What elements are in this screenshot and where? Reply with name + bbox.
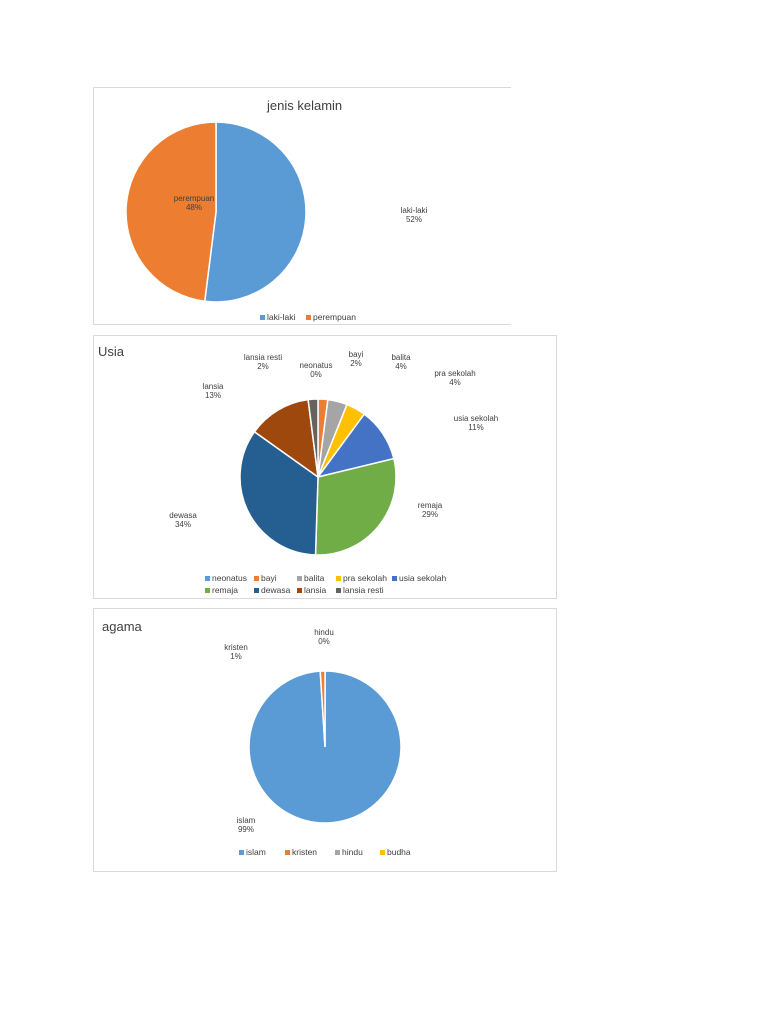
data-label-islam: islam 99% bbox=[237, 816, 256, 834]
legend-label-lansia-resti: lansia resti bbox=[343, 585, 384, 595]
legend-swatch-kristen bbox=[285, 850, 290, 855]
data-label-lansia-resti: lansia resti 2% bbox=[244, 353, 282, 371]
legend-swatch-remaja bbox=[205, 588, 210, 593]
pie-chart-age: neonatus 0% neonatus bayi 2% bayi balita 4% bali… bbox=[169, 350, 498, 595]
pie-slice-dewasa bbox=[239, 430, 319, 556]
pie-slice-kristen bbox=[319, 670, 326, 748]
chart-title: Usia bbox=[98, 344, 125, 359]
legend-swatch-laki-laki bbox=[260, 315, 265, 320]
data-label-hindu: hindu 0% bbox=[314, 628, 334, 646]
legend-label-dewasa: dewasa bbox=[261, 585, 291, 595]
data-label-neonatus: neonatus 0% bbox=[300, 361, 333, 379]
chart-title: jenis kelamin bbox=[267, 98, 343, 113]
data-label-dewasa: dewasa 34% bbox=[169, 511, 197, 529]
chart-religion: agama islam 99% islam kristen 1% kristen hindu… bbox=[93, 608, 557, 872]
data-label-kristen: kristen 1% bbox=[224, 643, 248, 661]
legend-swatch-perempuan bbox=[306, 315, 311, 320]
data-label-pra-sekolah: pra sekolah 4% bbox=[434, 369, 475, 387]
legend-label-remaja: remaja bbox=[212, 585, 238, 595]
pie-slice-laki-laki bbox=[203, 121, 307, 303]
legend-swatch-neonatus bbox=[205, 576, 210, 581]
legend-label-hindu: hindu bbox=[342, 847, 363, 857]
legend-swatch-balita bbox=[297, 576, 302, 581]
data-label-lansia: lansia 13% bbox=[203, 382, 224, 400]
pie-slice-remaja bbox=[314, 457, 397, 556]
legend-label-islam: islam bbox=[246, 847, 266, 857]
legend-swatch-budha bbox=[380, 850, 385, 855]
pie-slice-lansia bbox=[253, 398, 319, 479]
chart-gender: jenis kelamin laki-laki 52% laki-laki perem… bbox=[93, 87, 511, 325]
legend-label-balita: balita bbox=[304, 573, 325, 583]
legend-swatch-lansia bbox=[297, 588, 302, 593]
legend-swatch-lansia-resti bbox=[336, 588, 341, 593]
data-label-laki-laki: laki-laki 52% bbox=[401, 206, 428, 224]
legend-swatch-pra-sekolah bbox=[336, 576, 341, 581]
legend-label-pra-sekolah: pra sekolah bbox=[343, 573, 387, 583]
legend-swatch-bayi bbox=[254, 576, 259, 581]
pie-chart-gender: laki-laki 52% laki-laki perempuan 48% perempu… bbox=[125, 121, 428, 322]
chart-title: agama bbox=[102, 619, 142, 634]
legend-label-lansia: lansia bbox=[304, 585, 326, 595]
pie-slice-lansia-resti bbox=[307, 398, 319, 478]
legend-swatch-islam bbox=[239, 850, 244, 855]
pie-chart-religion: islam 99% islam kristen 1% kristen hindu 0% hind… bbox=[224, 628, 411, 857]
data-label-balita: balita 4% bbox=[391, 353, 411, 371]
data-label-usia-sekolah: usia sekolah 11% bbox=[454, 414, 498, 432]
legend-label-kristen: kristen bbox=[292, 847, 317, 857]
legend-label-neonatus: neonatus bbox=[212, 573, 247, 583]
chart-age: Usia neonatus 0% neonatus bayi 2% bayi balita 4… bbox=[93, 335, 557, 599]
legend-label-budha: budha bbox=[387, 847, 411, 857]
legend-label-laki-laki: laki-laki bbox=[267, 312, 295, 322]
legend-swatch-usia-sekolah bbox=[392, 576, 397, 581]
legend-label-usia-sekolah: usia sekolah bbox=[399, 573, 447, 583]
data-label-bayi: bayi 2% bbox=[349, 350, 364, 368]
legend-swatch-dewasa bbox=[254, 588, 259, 593]
data-label-remaja: remaja 29% bbox=[418, 501, 443, 519]
legend-swatch-hindu bbox=[335, 850, 340, 855]
pie-slice-perempuan bbox=[125, 121, 217, 303]
legend-label-bayi: bayi bbox=[261, 573, 277, 583]
legend-label-perempuan: perempuan bbox=[313, 312, 356, 322]
data-label-perempuan: perempuan 48% bbox=[174, 194, 214, 212]
